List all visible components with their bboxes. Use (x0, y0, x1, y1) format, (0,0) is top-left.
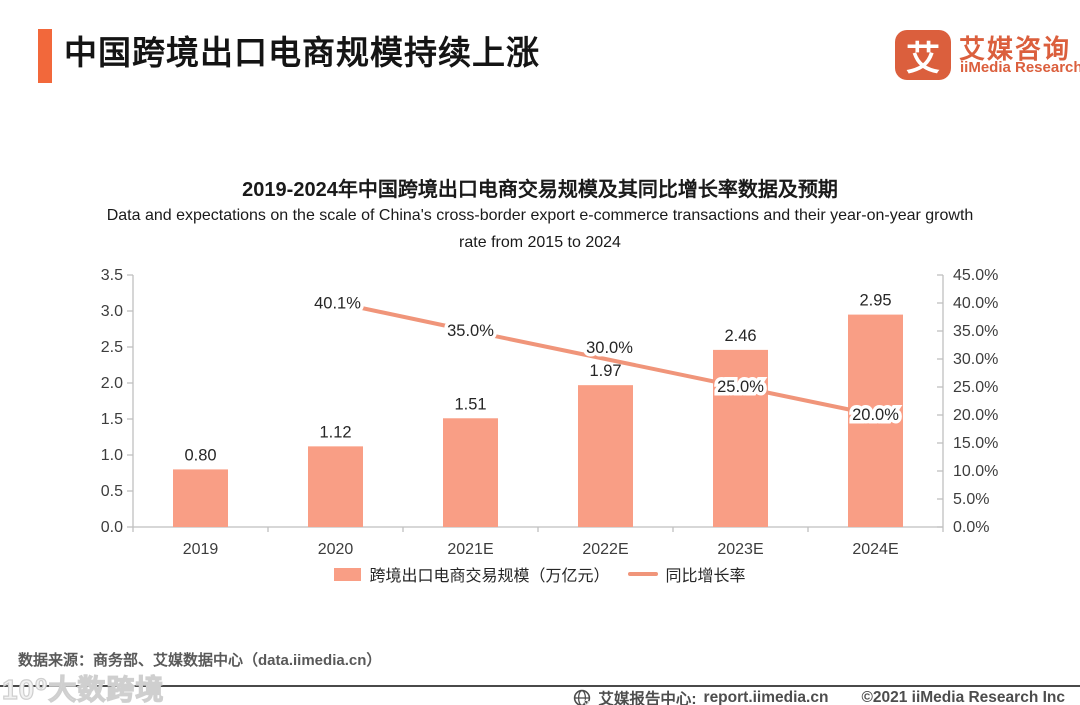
x-axis-label-2023E: 2023E (717, 541, 763, 558)
bar-label-2020: 1.12 (319, 423, 351, 441)
bar-label-2021E: 1.51 (454, 395, 486, 413)
right-axis-label: 30.0% (953, 351, 998, 368)
left-axis-label: 0.5 (101, 483, 123, 500)
x-axis-label-2022E: 2022E (582, 541, 628, 558)
report-center-label: 艾媒报告中心: (598, 691, 697, 705)
globe-icon (574, 689, 592, 705)
right-axis-label: 40.0% (953, 295, 998, 312)
left-axis-label: 1.0 (101, 447, 123, 464)
logo-name-cn: 艾媒咨询 (959, 34, 1072, 64)
watermark-name: 大数跨境 (48, 673, 165, 705)
bar-label-2019: 0.80 (184, 446, 216, 464)
footer-right: 艾媒报告中心: report.iimedia.cn ©2021 iiMedia … (573, 687, 1065, 705)
footer-divider (0, 685, 1080, 687)
right-axis-label: 10.0% (953, 463, 998, 480)
data-source: 数据来源：商务部、艾媒数据中心（data.iimedia.cn） (18, 652, 382, 669)
right-axis-label: 25.0% (953, 379, 998, 396)
bar-label-2023E: 2.46 (724, 327, 756, 345)
watermark-logo-icon: 10⁰ (1, 673, 49, 705)
growth-label-2020: 40.1% (314, 294, 361, 312)
watermark: 10⁰大数跨境 (1, 668, 165, 705)
chart-subtitle-line1: Data and expectations on the scale of Ch… (106, 207, 974, 224)
right-axis-label: 5.0% (953, 491, 989, 508)
bar-2024E (848, 314, 903, 527)
bar-label-2022E: 1.97 (589, 362, 621, 380)
x-axis-label-2020: 2020 (318, 541, 354, 558)
chart-title: 2019-2024年中国跨境出口电商交易规模及其同比增长率数据及预期 (242, 179, 838, 201)
legend-label-line: 同比增长率 (665, 568, 746, 585)
left-axis-label: 1.5 (101, 411, 123, 428)
bar-2023E (713, 349, 768, 527)
logo-glyph: 艾 (906, 39, 940, 78)
growth-label-2024E: 20.0% (852, 406, 899, 424)
page-title: 中国跨境出口电商规模持续上涨 (64, 34, 540, 71)
growth-line (333, 300, 878, 417)
growth-label-2022E: 30.0% (586, 339, 633, 357)
left-axis-label: 3.5 (101, 267, 123, 284)
bar-2022E (578, 385, 633, 527)
logo-name-en: iiMedia Research (960, 59, 1080, 76)
chart-subtitle-line2: rate from 2015 to 2024 (459, 234, 621, 251)
right-axis-label: 0.0% (953, 519, 989, 536)
bar-2021E (443, 418, 498, 527)
x-axis-label-2024E: 2024E (852, 541, 898, 558)
left-axis-label: 2.5 (101, 339, 123, 356)
report-center-url: report.iimedia.cn (703, 689, 829, 705)
left-axis-label: 2.0 (101, 375, 123, 392)
right-axis-label: 45.0% (953, 267, 998, 284)
legend-item-bar: 跨境出口电商交易规模（万亿元） (334, 562, 610, 586)
legend-item-line: 同比增长率 (627, 562, 746, 586)
copyright: ©2021 iiMedia Research Inc (861, 689, 1065, 705)
bar-2020 (308, 446, 363, 527)
bar-series-swatch-icon (334, 567, 362, 581)
iimedia-logo-icon: 艾 (895, 30, 951, 80)
legend-label-bar: 跨境出口电商交易规模（万亿元） (369, 568, 610, 585)
left-axis-label: 0.0 (101, 519, 123, 536)
right-axis-label: 35.0% (953, 323, 998, 340)
growth-label-2021E: 35.0% (447, 322, 494, 340)
line-series-swatch-icon (627, 572, 658, 576)
growth-label-2023E: 25.0% (717, 378, 764, 396)
right-axis-label: 20.0% (953, 407, 998, 424)
bar-label-2024E: 2.95 (859, 292, 891, 310)
x-axis-label-2019: 2019 (183, 541, 219, 558)
left-axis-label: 3.0 (101, 303, 123, 320)
bar-2019 (173, 469, 228, 527)
right-axis-label: 15.0% (953, 435, 998, 452)
chart-legend: 跨境出口电商交易规模（万亿元） 同比增长率 (0, 562, 1080, 586)
x-axis-label-2021E: 2021E (447, 541, 493, 558)
title-accent-bar (38, 29, 52, 83)
